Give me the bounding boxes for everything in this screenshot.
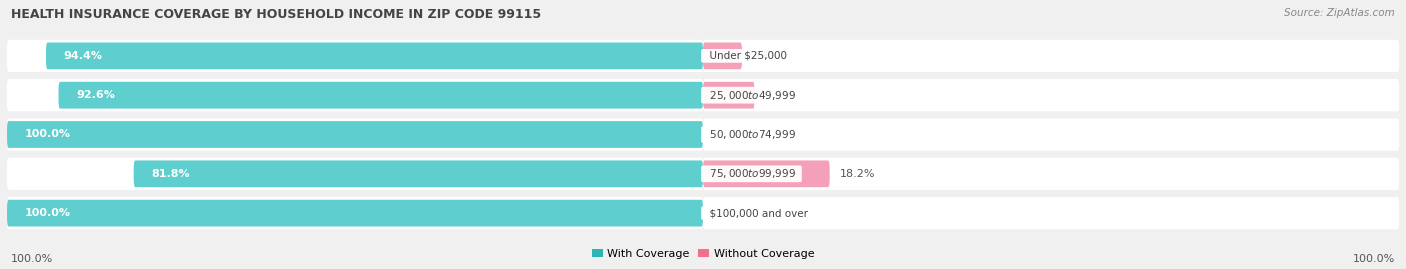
Text: 7.4%: 7.4%: [765, 90, 793, 100]
FancyBboxPatch shape: [46, 43, 703, 69]
Text: 100.0%: 100.0%: [24, 208, 70, 218]
FancyBboxPatch shape: [7, 158, 703, 190]
FancyBboxPatch shape: [703, 160, 830, 187]
Text: 100.0%: 100.0%: [1353, 254, 1395, 264]
FancyBboxPatch shape: [703, 40, 1399, 72]
Text: $100,000 and over: $100,000 and over: [703, 208, 814, 218]
Text: 92.6%: 92.6%: [76, 90, 115, 100]
FancyBboxPatch shape: [134, 160, 703, 187]
FancyBboxPatch shape: [7, 121, 703, 148]
FancyBboxPatch shape: [703, 82, 755, 109]
Text: HEALTH INSURANCE COVERAGE BY HOUSEHOLD INCOME IN ZIP CODE 99115: HEALTH INSURANCE COVERAGE BY HOUSEHOLD I…: [11, 8, 541, 21]
FancyBboxPatch shape: [703, 118, 1399, 151]
Text: $75,000 to $99,999: $75,000 to $99,999: [703, 167, 800, 180]
Text: 100.0%: 100.0%: [24, 129, 70, 140]
Text: Source: ZipAtlas.com: Source: ZipAtlas.com: [1284, 8, 1395, 18]
FancyBboxPatch shape: [7, 118, 703, 151]
Text: 0.0%: 0.0%: [713, 129, 742, 140]
Text: 18.2%: 18.2%: [841, 169, 876, 179]
FancyBboxPatch shape: [7, 197, 703, 229]
Text: 0.0%: 0.0%: [713, 208, 742, 218]
Text: $25,000 to $49,999: $25,000 to $49,999: [703, 89, 800, 102]
FancyBboxPatch shape: [7, 79, 703, 111]
FancyBboxPatch shape: [59, 82, 703, 109]
FancyBboxPatch shape: [7, 40, 703, 72]
Text: $50,000 to $74,999: $50,000 to $74,999: [703, 128, 800, 141]
FancyBboxPatch shape: [703, 158, 1399, 190]
Legend: With Coverage, Without Coverage: With Coverage, Without Coverage: [588, 245, 818, 263]
FancyBboxPatch shape: [703, 79, 1399, 111]
FancyBboxPatch shape: [703, 43, 742, 69]
Text: 81.8%: 81.8%: [150, 169, 190, 179]
Text: 100.0%: 100.0%: [11, 254, 53, 264]
Text: 94.4%: 94.4%: [63, 51, 103, 61]
FancyBboxPatch shape: [703, 197, 1399, 229]
FancyBboxPatch shape: [7, 200, 703, 226]
Text: 5.6%: 5.6%: [752, 51, 780, 61]
Text: Under $25,000: Under $25,000: [703, 51, 793, 61]
